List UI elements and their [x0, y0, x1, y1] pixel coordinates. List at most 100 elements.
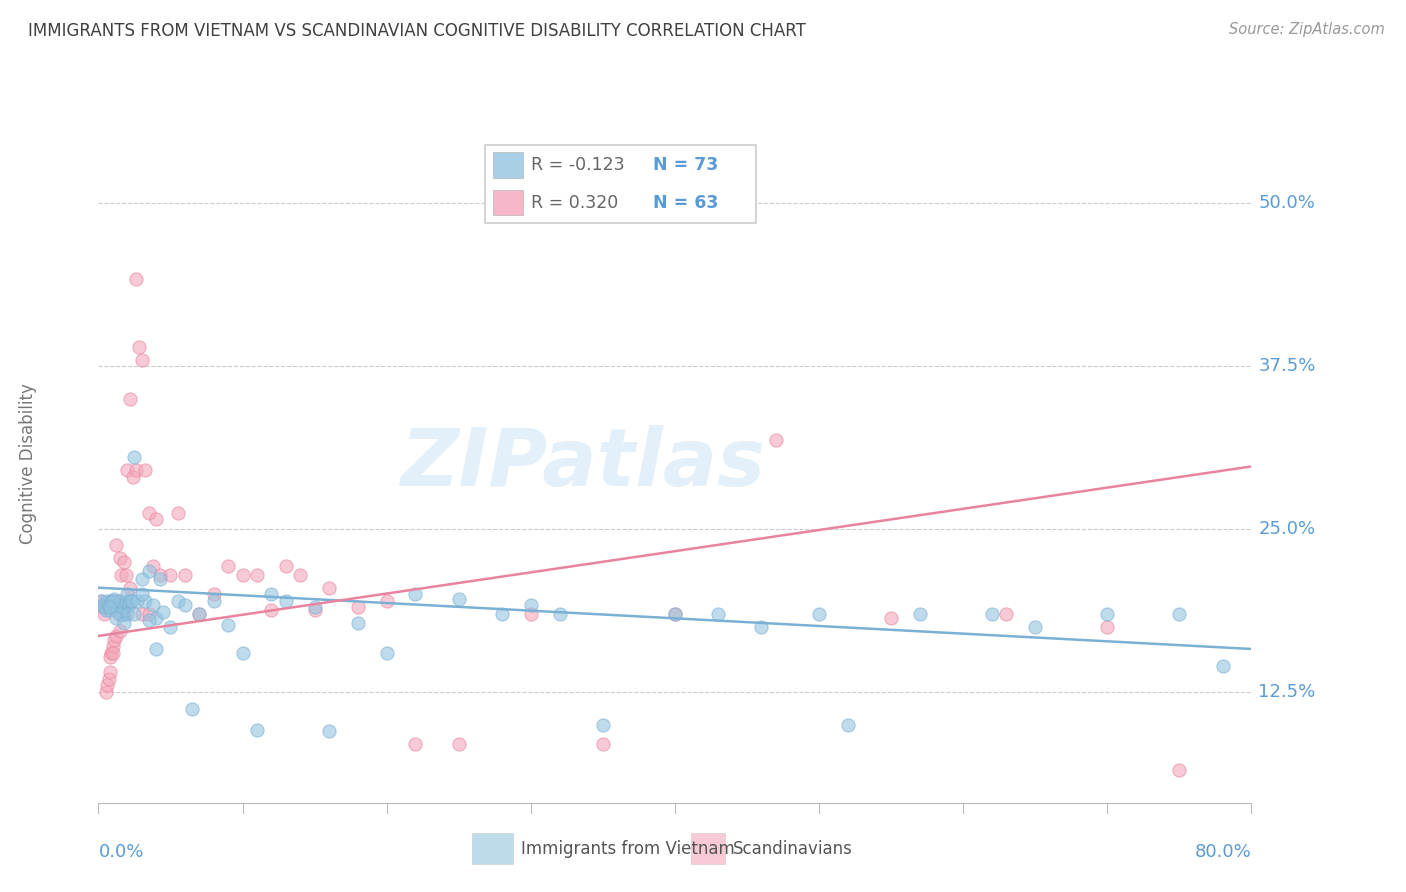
Point [1212, 659, 1234, 673]
Point [104, 610, 127, 624]
Point [217, 558, 239, 573]
Point [134, 463, 156, 477]
Point [131, 352, 153, 367]
Point [491, 607, 513, 621]
Text: ZIPatlas: ZIPatlas [401, 425, 765, 503]
Point [124, 607, 146, 621]
Point [131, 607, 153, 621]
Point [104, 538, 127, 552]
Text: Cognitive Disability: Cognitive Disability [20, 384, 37, 544]
Point [592, 737, 614, 751]
Point [112, 607, 135, 621]
Point [117, 463, 138, 477]
Point [138, 564, 160, 578]
Point [837, 717, 859, 731]
Text: 50.0%: 50.0% [1258, 194, 1315, 212]
Point [108, 624, 131, 638]
Point [120, 593, 142, 607]
Point [98, 665, 121, 680]
Point [181, 702, 204, 716]
Text: 37.5%: 37.5% [1258, 357, 1316, 375]
Point [138, 613, 160, 627]
Point [120, 392, 142, 406]
Point [765, 434, 787, 448]
Point [405, 587, 427, 601]
Point [103, 592, 125, 607]
Point [98, 603, 121, 617]
Point [592, 717, 614, 731]
Point [112, 615, 135, 630]
Point [149, 572, 172, 586]
Point [880, 610, 903, 624]
Point [290, 567, 312, 582]
Point [94, 603, 117, 617]
Point [145, 642, 167, 657]
Point [105, 593, 128, 607]
Point [159, 620, 181, 634]
Point [274, 593, 297, 607]
Point [231, 646, 254, 660]
Point [664, 607, 686, 621]
Point [122, 470, 145, 484]
Point [125, 463, 148, 477]
Point [707, 607, 730, 621]
Point [120, 581, 142, 595]
Point [101, 593, 124, 607]
Point [111, 600, 134, 615]
Point [346, 615, 368, 630]
Point [188, 607, 211, 621]
Point [142, 598, 165, 612]
Point [108, 550, 131, 565]
Point [90, 593, 112, 607]
Point [94, 685, 117, 699]
Point [375, 646, 398, 660]
Point [128, 339, 150, 353]
Point [101, 598, 124, 612]
Point [104, 629, 127, 643]
Point [231, 567, 254, 582]
Point [93, 600, 115, 615]
Point [107, 598, 129, 612]
Point [111, 607, 134, 621]
Point [93, 607, 115, 621]
Point [108, 607, 131, 621]
Point [664, 607, 686, 621]
Text: 25.0%: 25.0% [1258, 520, 1316, 538]
Point [188, 607, 211, 621]
Text: Source: ZipAtlas.com: Source: ZipAtlas.com [1229, 22, 1385, 37]
Point [159, 567, 181, 582]
Point [304, 603, 326, 617]
Point [1168, 607, 1191, 621]
Point [447, 592, 470, 607]
Point [96, 678, 118, 692]
Point [174, 598, 197, 612]
Point [304, 600, 326, 615]
Point [447, 737, 470, 751]
Point [246, 567, 269, 582]
Point [981, 607, 1004, 621]
Point [97, 598, 120, 612]
Text: 80.0%: 80.0% [1195, 843, 1251, 861]
Text: 0.0%: 0.0% [98, 843, 143, 861]
Point [114, 593, 136, 607]
Point [107, 607, 129, 621]
Point [117, 607, 138, 621]
Point [104, 600, 127, 615]
Point [134, 593, 156, 607]
Point [112, 600, 135, 615]
Point [110, 567, 132, 582]
Point [96, 593, 118, 607]
Point [520, 598, 543, 612]
Point [100, 593, 122, 607]
Point [97, 672, 120, 686]
Point [125, 271, 148, 285]
Text: IMMIGRANTS FROM VIETNAM VS SCANDINAVIAN COGNITIVE DISABILITY CORRELATION CHART: IMMIGRANTS FROM VIETNAM VS SCANDINAVIAN … [28, 22, 806, 40]
Point [138, 607, 160, 621]
Point [145, 610, 167, 624]
Point [114, 567, 136, 582]
Point [127, 593, 149, 607]
Point [98, 600, 121, 615]
Point [260, 587, 283, 601]
Point [112, 555, 135, 569]
Point [405, 737, 427, 751]
